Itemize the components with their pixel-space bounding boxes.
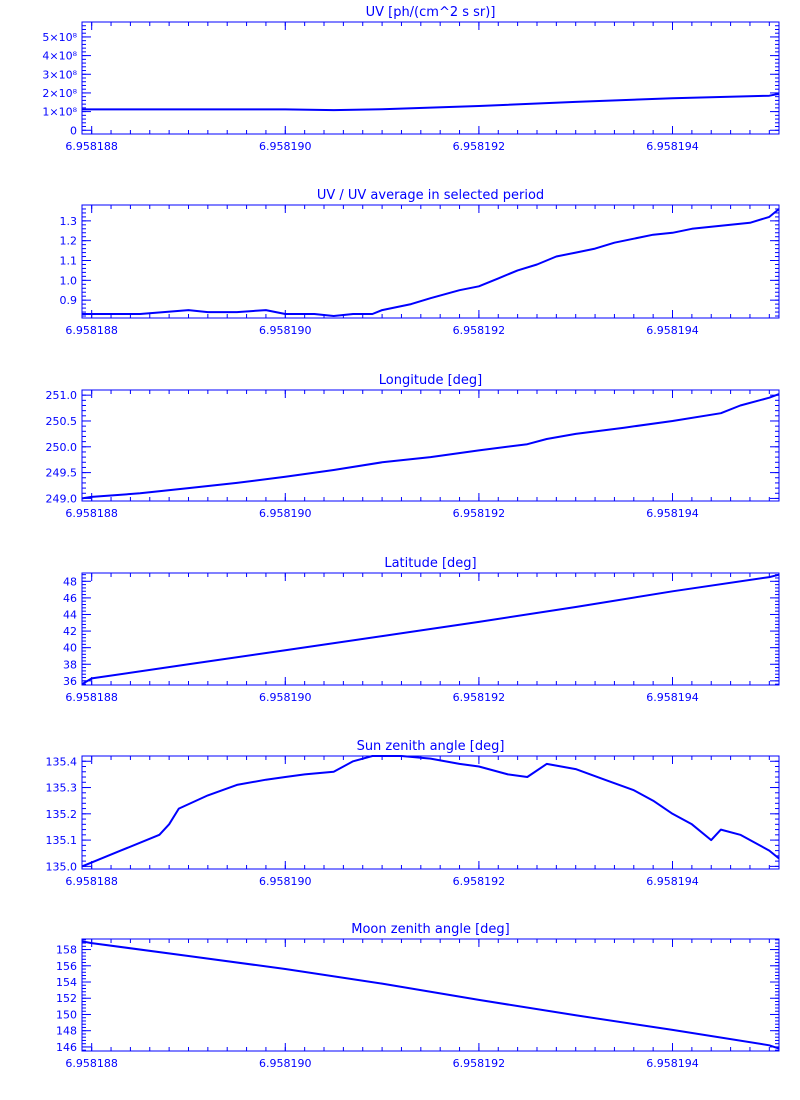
chart-panel-6: Moon zenith angle [deg] 146 148 150 152 154 15… — [56, 922, 780, 1070]
chart-panel-3: Longitude [deg] 249.0 249.5 250.0 250.5 251.0… — [46, 373, 780, 520]
plot-frame — [81, 204, 780, 319]
plot-frame — [81, 572, 780, 686]
chart-panel-5: Sun zenith angle [deg] 135.0 135.1 135.2 135… — [46, 739, 780, 888]
series-line — [81, 755, 780, 868]
y-tick-label: 44 — [63, 608, 77, 621]
x-tick-label: 6.958188 — [65, 140, 118, 153]
y-tick-label: 0.9 — [60, 294, 78, 307]
y-tick-label: 148 — [56, 1025, 77, 1038]
y-tick-label: 1.1 — [60, 255, 78, 268]
chart-title: Sun zenith angle [deg] — [357, 739, 505, 754]
y-tick-label: 0 — [70, 124, 77, 137]
y-tick-label: 152 — [56, 992, 77, 1005]
x-tick-label: 6.958194 — [646, 324, 699, 337]
chart-title: UV [ph/(cm^2 s sr)] — [366, 5, 496, 20]
plot-frame — [81, 755, 780, 870]
y-tick-label: 40 — [63, 642, 77, 655]
x-tick-label: 6.958188 — [65, 1057, 118, 1070]
chart-panel-1: UV [ph/(cm^2 s sr)] 0 1×10⁸ 2×10⁸ 3×10⁸ 4×10⁸… — [42, 5, 780, 153]
y-tick-label: 5×10⁸ — [42, 31, 77, 44]
y-tick-label: 4×10⁸ — [42, 50, 77, 63]
chart-title: Longitude [deg] — [379, 373, 482, 388]
x-tick-label: 6.958194 — [646, 140, 699, 153]
y-tick-label: 146 — [56, 1041, 77, 1054]
series-line — [81, 940, 780, 1050]
x-tick-label: 6.958194 — [646, 875, 699, 888]
y-tick-label: 36 — [63, 675, 77, 688]
x-tick-label: 6.958188 — [65, 324, 118, 337]
chart-panel-4: Latitude [deg] 36 38 40 42 44 46 48 6.958188 6.95… — [63, 556, 780, 704]
y-tick-label: 156 — [56, 960, 77, 973]
plot-frame — [81, 21, 780, 135]
y-tick-label: 135.2 — [46, 808, 78, 821]
y-tick-label: 48 — [63, 575, 77, 588]
x-tick-label: 6.958190 — [259, 875, 312, 888]
x-tick-label: 6.958192 — [453, 140, 506, 153]
series-line — [81, 573, 780, 686]
x-tick-label: 6.958190 — [259, 691, 312, 704]
chart-panel-2: UV / UV average in selected period 0.9 1.0… — [60, 188, 780, 337]
x-tick-label: 6.958194 — [646, 1057, 699, 1070]
series-line — [81, 393, 780, 500]
series-line — [82, 208, 780, 317]
x-tick-label: 6.958190 — [259, 324, 312, 337]
y-tick-label: 249.5 — [46, 467, 78, 480]
plot-frame — [81, 389, 780, 502]
x-tick-label: 6.958188 — [65, 507, 118, 520]
x-tick-label: 6.958188 — [65, 875, 118, 888]
y-tick-label: 1.2 — [60, 235, 78, 248]
y-tick-label: 158 — [56, 944, 77, 957]
chart-title: Latitude [deg] — [384, 556, 476, 571]
y-tick-label: 250.5 — [46, 415, 78, 428]
y-tick-label: 3×10⁸ — [42, 68, 77, 81]
y-tick-label: 1×10⁸ — [42, 106, 77, 119]
chart-title: UV / UV average in selected period — [317, 188, 544, 203]
x-tick-label: 6.958190 — [259, 1057, 312, 1070]
x-tick-label: 6.958194 — [646, 507, 699, 520]
x-tick-label: 6.958190 — [259, 507, 312, 520]
x-tick-label: 6.958190 — [259, 140, 312, 153]
x-tick-label: 6.958192 — [453, 507, 506, 520]
y-tick-label: 135.4 — [46, 755, 78, 768]
series-line — [82, 92, 780, 112]
chart-title: Moon zenith angle [deg] — [351, 922, 509, 937]
y-tick-label: 46 — [63, 592, 77, 605]
x-tick-label: 6.958192 — [453, 875, 506, 888]
y-tick-label: 42 — [63, 625, 77, 638]
y-tick-label: 135.0 — [46, 860, 78, 873]
y-tick-label: 251.0 — [46, 389, 78, 402]
y-tick-label: 249.0 — [46, 492, 78, 505]
y-tick-label: 1.3 — [60, 215, 78, 228]
x-tick-label: 6.958192 — [453, 691, 506, 704]
x-tick-label: 6.958188 — [65, 691, 118, 704]
y-tick-label: 150 — [56, 1008, 77, 1021]
y-tick-label: 135.3 — [46, 782, 78, 795]
x-tick-label: 6.958192 — [453, 1057, 506, 1070]
y-tick-label: 38 — [63, 658, 77, 671]
y-tick-label: 135.1 — [46, 834, 78, 847]
x-tick-label: 6.958194 — [646, 691, 699, 704]
y-tick-label: 1.0 — [60, 274, 78, 287]
x-tick-label: 6.958192 — [453, 324, 506, 337]
y-tick-label: 154 — [56, 976, 77, 989]
y-tick-label: 2×10⁸ — [42, 87, 77, 100]
y-tick-label: 250.0 — [46, 441, 78, 454]
